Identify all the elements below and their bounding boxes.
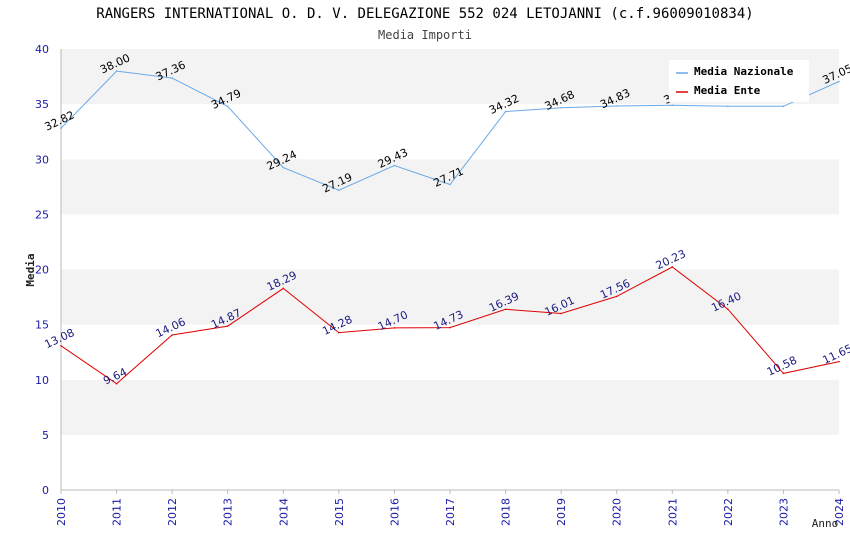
- data-point: [449, 183, 451, 186]
- data-point: [727, 308, 729, 310]
- data-point: [226, 325, 229, 327]
- data-point: [282, 287, 285, 290]
- x-tick-label: 2021: [666, 498, 679, 526]
- data-point: [671, 104, 674, 107]
- y-tick-label: 30: [35, 153, 49, 166]
- data-point: [226, 105, 229, 108]
- y-tick-label: 25: [35, 208, 49, 221]
- y-tick-label: 40: [35, 43, 49, 56]
- grid-band: [61, 159, 839, 215]
- grid-band: [61, 269, 839, 325]
- grid-band: [61, 324, 839, 380]
- y-tick-label: 10: [35, 374, 49, 387]
- x-tick-label: 2019: [555, 498, 568, 526]
- x-tick-label: 2011: [111, 498, 124, 526]
- y-tick-label: 20: [35, 264, 49, 277]
- chart-subtitle: Media Importi: [378, 28, 472, 42]
- data-point: [671, 266, 674, 268]
- data-point: [171, 334, 173, 336]
- data-point: [838, 360, 840, 363]
- x-tick-label: 2010: [55, 498, 68, 526]
- y-tick-label: 0: [42, 484, 49, 497]
- data-point: [115, 70, 118, 72]
- data-point: [282, 166, 285, 169]
- grid-band: [61, 214, 839, 270]
- y-tick-label: 35: [35, 98, 49, 111]
- data-point: [449, 326, 451, 329]
- series-lines: [60, 70, 840, 385]
- x-tick-label: 2015: [333, 498, 346, 526]
- legend-box: [669, 60, 809, 102]
- data-point: [393, 164, 396, 167]
- x-tick-label: 2013: [222, 498, 235, 526]
- x-tick-label: 2018: [500, 498, 513, 526]
- y-tick-label: 15: [35, 319, 49, 332]
- data-point: [615, 295, 618, 298]
- legend: Media Nazionale Media Ente: [669, 60, 809, 102]
- data-point: [504, 110, 507, 113]
- x-tick-label: 2020: [611, 498, 624, 526]
- grid-bands: [61, 49, 839, 490]
- x-tick-label: 2012: [166, 498, 179, 526]
- y-axis-label: Media: [24, 253, 37, 286]
- chart-title: RANGERS INTERNATIONAL O. D. V. DELEGAZIO…: [96, 6, 753, 22]
- data-point: [560, 106, 562, 109]
- data-point: [60, 127, 62, 129]
- data-point: [60, 344, 62, 347]
- data-point: [393, 327, 396, 329]
- data-point: [782, 372, 785, 375]
- x-tick-label: 2022: [722, 498, 735, 526]
- legend-label-media-ente: Media Ente: [694, 84, 761, 97]
- data-point: [615, 105, 618, 107]
- x-axis-ticks: 2010 2011 2012 2013 2014 2015 2016 2017 2018 2019…: [55, 490, 846, 526]
- x-tick-label: 2024: [833, 498, 846, 526]
- data-point: [782, 105, 785, 108]
- x-tick-label: 2016: [388, 498, 401, 526]
- data-point: [727, 105, 729, 108]
- x-axis-label: Anno: [812, 517, 839, 530]
- y-tick-label: 5: [42, 429, 49, 442]
- grid-band: [61, 434, 839, 490]
- data-point: [504, 308, 507, 311]
- data-point: [560, 312, 562, 315]
- data-point: [838, 80, 840, 83]
- data-point: [338, 189, 340, 192]
- x-tick-label: 2023: [777, 498, 790, 526]
- x-tick-label: 2017: [444, 498, 457, 526]
- y-axis-ticks: 0 5 10 15 20 25 30 35 40: [35, 43, 49, 497]
- data-point: [338, 331, 340, 334]
- data-point: [115, 382, 118, 385]
- grid-band: [61, 104, 839, 160]
- data-point: [171, 77, 173, 79]
- x-tick-label: 2014: [277, 498, 290, 526]
- legend-label-media-nazionale: Media Nazionale: [694, 65, 794, 78]
- grid-band: [61, 379, 839, 435]
